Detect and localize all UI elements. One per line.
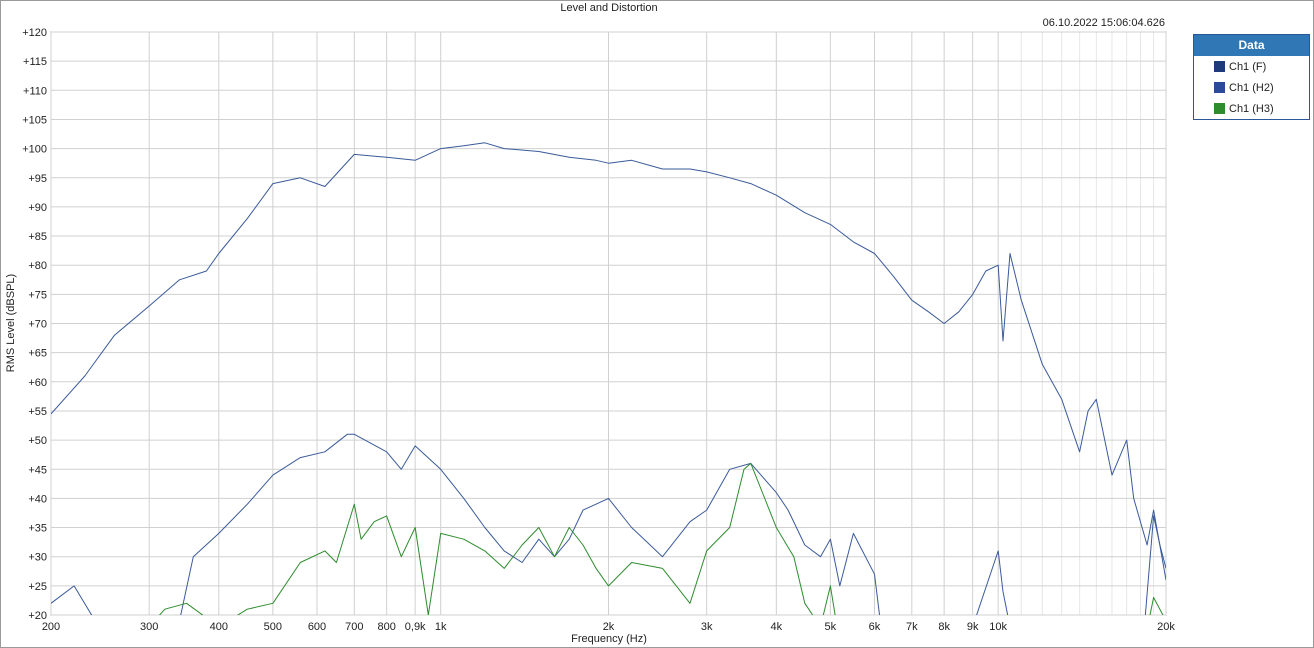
y-tick-label: +90 (28, 202, 47, 214)
y-tick-label: +35 (28, 523, 47, 535)
series-line-ch1-f (51, 142, 1166, 581)
x-tick-label: 20k (1157, 621, 1175, 633)
x-tick-labels: 200 300 400 500 600 700 800 0,9k 1k 2k 3k 4k 5k 6k 7k 8… (42, 621, 1176, 633)
y-tick-label: +55 (28, 406, 47, 418)
x-tick-label: 3k (701, 621, 713, 633)
legend-swatch-ch1-f (1214, 61, 1225, 72)
legend-label-ch1-f: Ch1 (F) (1229, 60, 1267, 73)
y-tick-label: +45 (28, 464, 47, 476)
y-tick-label: +110 (23, 85, 47, 97)
y-tick-label: +105 (22, 114, 47, 126)
x-tick-label: 300 (140, 621, 158, 633)
legend-item-ch1-f[interactable]: Ch1 (F) (1194, 56, 1309, 77)
series-lines (51, 142, 1166, 615)
x-tick-label: 400 (210, 621, 228, 633)
y-tick-label: +100 (22, 144, 47, 156)
legend-panel: Data Ch1 (F) Ch1 (H2) Ch1 (H3) (1193, 34, 1310, 120)
x-tick-label: 0,9k (405, 621, 426, 633)
chart-title: Level and Distortion (560, 2, 657, 14)
x-tick-label: 500 (264, 621, 282, 633)
x-tick-label: 800 (377, 621, 395, 633)
x-tick-label: 2k (603, 621, 615, 633)
y-tick-label: +70 (28, 319, 47, 331)
x-axis-label: Frequency (Hz) (571, 633, 647, 645)
y-tick-label: +50 (28, 435, 47, 447)
timestamp: 06.10.2022 15:06:04.626 (1043, 17, 1165, 29)
x-tick-label: 200 (42, 621, 60, 633)
y-tick-label: +120 (22, 27, 47, 39)
y-tick-labels: +120 +115 +110 +105 +100 +95 +90 +85 +80 +75 +70 +6… (22, 27, 47, 622)
y-tick-label: +115 (23, 56, 47, 68)
x-tick-label: 7k (906, 621, 918, 633)
legend-item-ch1-h3[interactable]: Ch1 (H3) (1194, 98, 1309, 119)
series-line-ch1-h3 (158, 462, 1164, 615)
y-tick-label: +20 (28, 610, 47, 622)
x-tick-label: 600 (308, 621, 326, 633)
series-line-ch1-h2 (51, 433, 1166, 615)
y-tick-label: +25 (28, 581, 47, 593)
legend-label-ch1-h2: Ch1 (H2) (1229, 81, 1274, 94)
y-tick-label: +75 (28, 289, 47, 301)
x-tick-label: 6k (869, 621, 881, 633)
y-tick-label: +60 (28, 377, 47, 389)
x-tick-label: 8k (938, 621, 950, 633)
y-axis-label: RMS Level (dBSPL) (5, 274, 17, 372)
y-tick-label: +80 (28, 260, 47, 272)
y-tick-label: +40 (28, 493, 47, 505)
legend-swatch-ch1-h2 (1214, 82, 1225, 93)
legend-item-ch1-h2[interactable]: Ch1 (H2) (1194, 77, 1309, 98)
y-tick-label: +30 (28, 552, 47, 564)
legend-header: Data (1194, 35, 1309, 56)
legend-swatch-ch1-h3 (1214, 103, 1225, 114)
grid-lines (50, 31, 1167, 616)
x-tick-label: 700 (345, 621, 363, 633)
y-tick-label: +95 (28, 173, 47, 185)
y-tick-label: +65 (28, 348, 47, 360)
x-tick-label: 5k (825, 621, 837, 633)
x-tick-label: 9k (967, 621, 979, 633)
x-tick-label: 10k (989, 621, 1007, 633)
x-tick-label: 1k (435, 621, 447, 633)
x-tick-label: 4k (771, 621, 783, 633)
legend-label-ch1-h3: Ch1 (H3) (1229, 102, 1274, 115)
y-tick-label: +85 (28, 231, 47, 243)
